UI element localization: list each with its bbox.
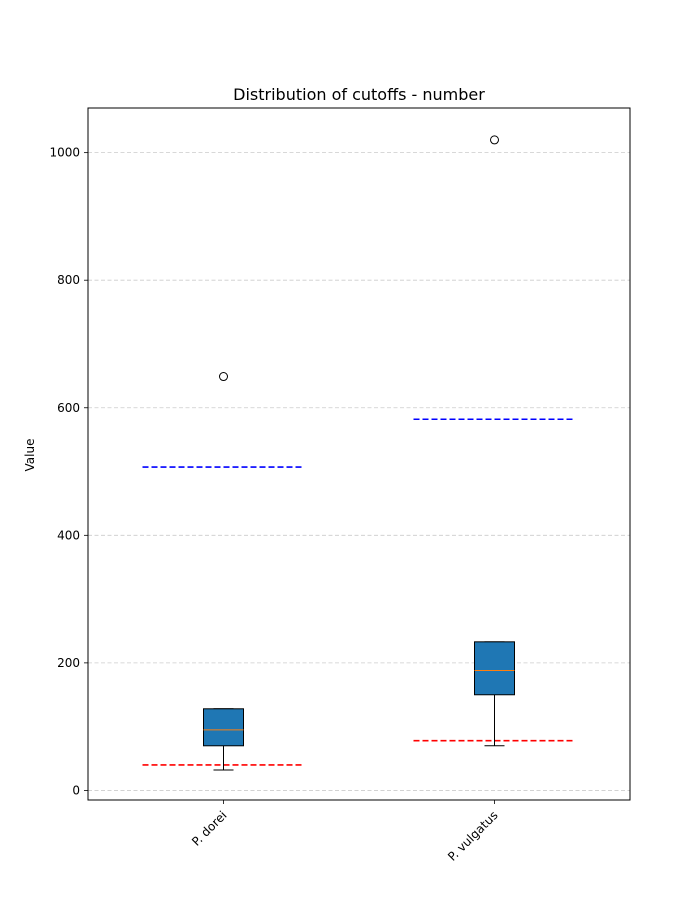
outlier-point <box>490 135 499 145</box>
outlier-point <box>219 372 228 382</box>
box-group <box>474 135 515 747</box>
y-tick-label: 600 <box>57 401 80 415</box>
y-tick-label: 800 <box>57 273 80 287</box>
y-axis-label: Value <box>23 439 37 472</box>
box-body <box>203 708 244 747</box>
y-tick-label: 1000 <box>49 146 80 160</box>
y-tick-label: 200 <box>57 656 80 670</box>
x-tick-label: P. vulgatus <box>445 808 501 864</box>
boxes <box>203 135 515 771</box>
y-tick-label: 0 <box>72 783 80 797</box>
box-body <box>474 641 515 696</box>
y-tick-label: 400 <box>57 528 80 542</box>
axis-ticks: 0 200 400 600 800 1000 P. dorei P. vulgatus <box>49 146 500 864</box>
grid-lines <box>88 152 630 791</box>
plot-area-frame <box>87 107 631 801</box>
box-group <box>203 372 244 771</box>
chart-title: Distribution of cutoffs - number <box>233 85 485 104</box>
x-tick-label: P. dorei <box>189 808 230 849</box>
